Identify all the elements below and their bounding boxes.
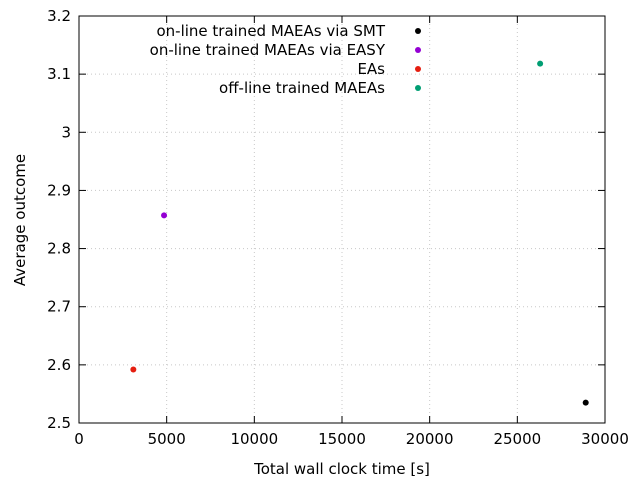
legend-label: on-line trained MAEAs via SMT: [156, 22, 385, 40]
grid-lines: [79, 16, 605, 423]
x-tick-label: 0: [74, 430, 84, 448]
legend-marker: [415, 66, 421, 72]
data-point: [582, 399, 589, 406]
y-tick-label: 2.7: [47, 298, 71, 316]
y-axis-label: Average outcome: [11, 154, 29, 286]
x-tick-label: 15000: [318, 430, 366, 448]
data-points: [130, 60, 589, 406]
y-tick-label: 3.2: [47, 7, 71, 25]
x-tick-label: 25000: [493, 430, 541, 448]
y-tick-label: 2.8: [47, 240, 71, 258]
x-tick-label: 10000: [230, 430, 278, 448]
data-point: [161, 212, 168, 219]
x-axis-label: Total wall clock time [s]: [253, 460, 430, 478]
y-axis-ticks: 2.5 2.6 2.7 2.8 2.9 3 3.1 3.2: [47, 7, 605, 432]
legend-label: EAs: [357, 60, 385, 78]
legend-marker: [415, 47, 421, 53]
x-axis-ticks: 0 5000 10000 15000 20000 25000 30000: [74, 16, 629, 448]
data-point: [537, 60, 544, 67]
y-tick-label: 3: [61, 123, 71, 141]
x-tick-label: 30000: [581, 430, 629, 448]
y-tick-label: 3.1: [47, 65, 71, 83]
legend-label: on-line trained MAEAs via EASY: [150, 41, 386, 59]
legend-marker: [415, 28, 421, 34]
plot-frame: [78, 15, 606, 424]
legend-label: off-line trained MAEAs: [219, 79, 385, 97]
y-tick-label: 2.6: [47, 356, 71, 374]
data-point: [130, 366, 137, 373]
legend-marker: [415, 85, 421, 91]
x-tick-label: 5000: [148, 430, 186, 448]
y-tick-label: 2.9: [47, 181, 71, 199]
x-tick-label: 20000: [406, 430, 454, 448]
y-tick-label: 2.5: [47, 414, 71, 432]
